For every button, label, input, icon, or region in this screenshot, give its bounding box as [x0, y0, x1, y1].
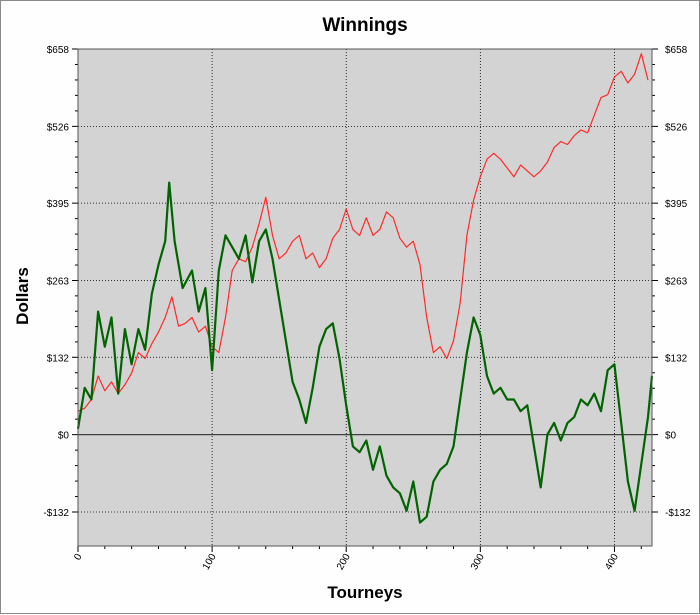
series-line-2	[76, 181, 654, 524]
series-line-1	[77, 53, 649, 412]
y-tick-label-right: $263	[665, 277, 688, 288]
x-tick-label: 200	[335, 552, 353, 572]
axis-ticks: -$132 -$132 $0 $0 $132 $132 $263 $263 $395 $395 $5…	[43, 45, 691, 572]
y-tick-label-right: $132	[665, 353, 688, 364]
y-tick-label-left: $395	[47, 199, 70, 210]
series-layer	[76, 53, 654, 524]
grid-lines	[78, 48, 652, 546]
y-axis-title: Dollars	[13, 267, 32, 325]
x-tick-label: 0	[72, 552, 85, 563]
y-tick-label-right: -$132	[665, 508, 691, 519]
y-tick-label-left: -$132	[43, 508, 69, 519]
chart-title: Winnings	[322, 15, 407, 36]
x-tick-label: 100	[201, 552, 219, 572]
y-tick-label-right: $526	[665, 122, 688, 133]
plot-area	[78, 49, 652, 546]
y-tick-label-right: $0	[665, 431, 677, 442]
y-tick-label-left: $526	[47, 122, 70, 133]
y-tick-label-left: $263	[47, 277, 70, 288]
y-tick-label-right: $658	[665, 45, 688, 56]
x-tick-label: 300	[469, 552, 487, 572]
y-tick-label-left: $658	[47, 45, 70, 56]
x-axis-title: Tourneys	[327, 583, 402, 602]
y-tick-label-left: $132	[47, 353, 70, 364]
x-tick-label: 400	[603, 552, 621, 572]
plot-border	[77, 48, 653, 547]
y-tick-label-left: $0	[58, 431, 70, 442]
y-tick-label-right: $395	[665, 199, 688, 210]
